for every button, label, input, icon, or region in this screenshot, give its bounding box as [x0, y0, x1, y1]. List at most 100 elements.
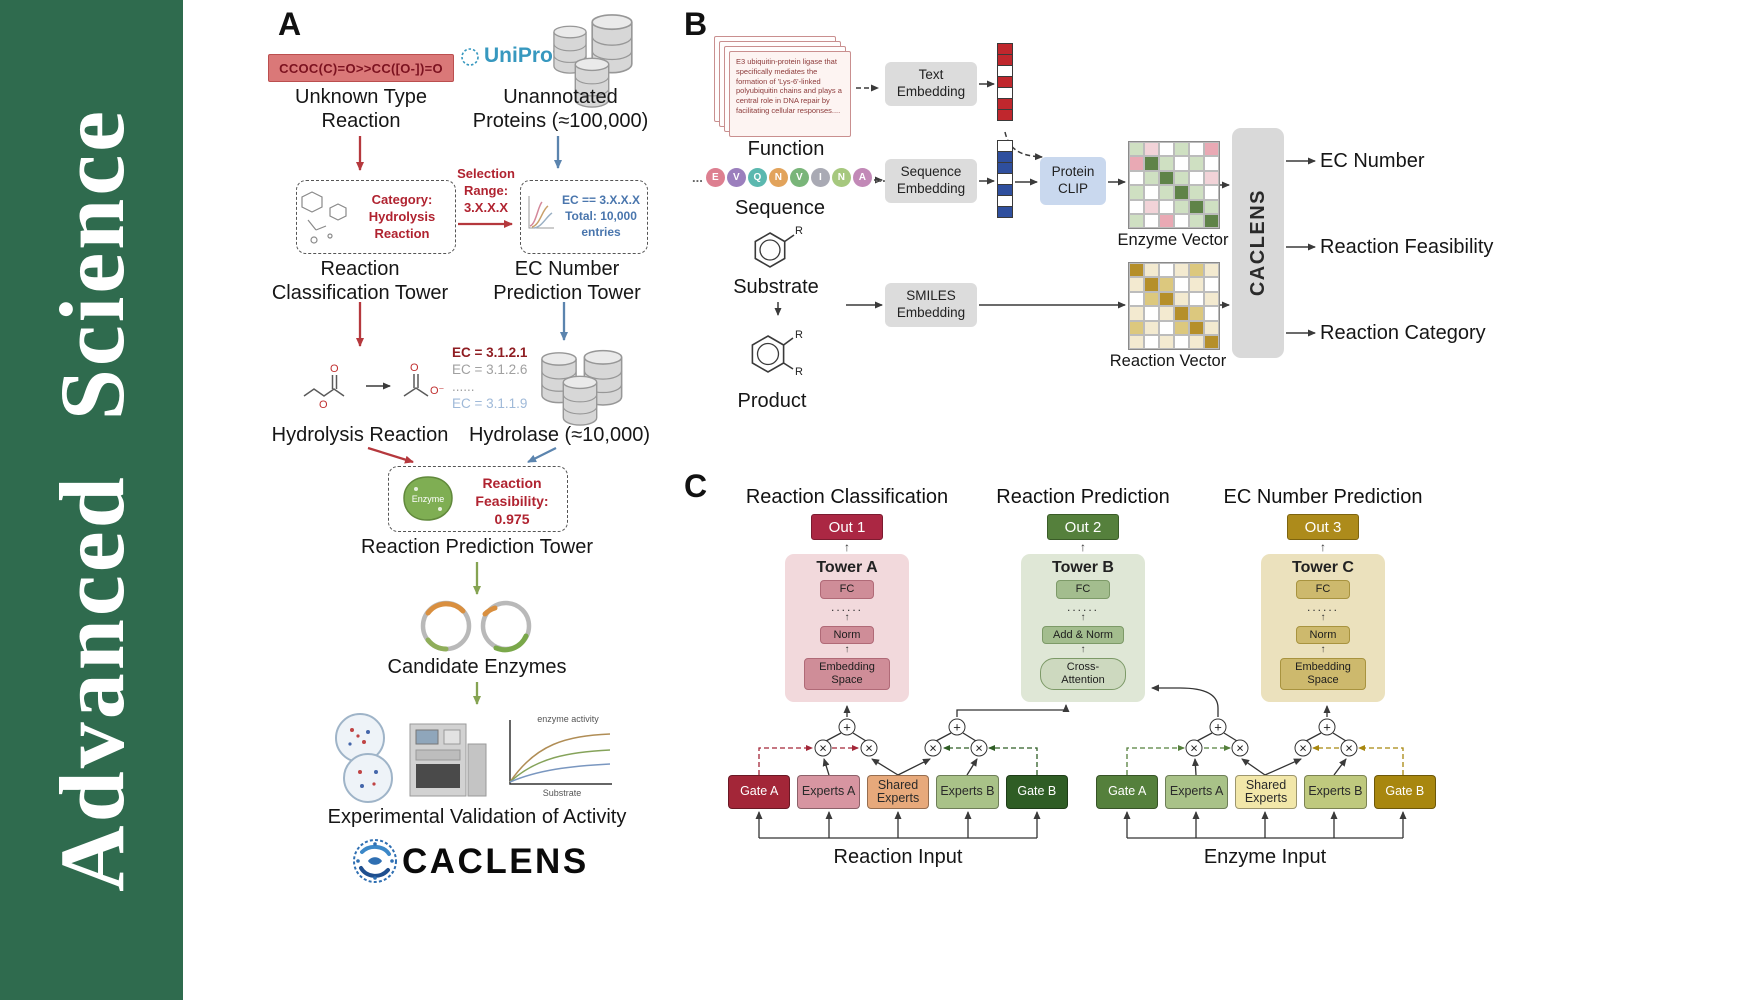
up-arrow — [1081, 613, 1086, 623]
matrix-cell — [1144, 142, 1159, 157]
reaction-input-label: Reaction Input — [833, 846, 963, 868]
product-node — [1340, 739, 1358, 757]
function-card-text: E3 ubiquitin-protein ligase that specifi… — [736, 57, 842, 115]
benzene-substrate-icon: R — [754, 225, 803, 268]
reaction-vector-label: Reaction Vector — [1109, 352, 1227, 370]
ester-molecule-icon: O O — [303, 363, 345, 411]
matrix-cell — [1204, 199, 1219, 214]
matrix-cell — [1204, 156, 1219, 171]
up-arrow — [1320, 540, 1326, 554]
petri-dish-icon — [335, 713, 393, 803]
caclens-model-box: CACLENS — [1232, 128, 1284, 358]
tower-b: Tower B FC...... Add & Norm Cross- Attentio… — [1021, 554, 1145, 702]
column-reaction-classification: Reaction Classification Out 1 Tower A FC.… — [727, 486, 967, 702]
matrix-cell — [1174, 142, 1189, 157]
matrix-cell — [1204, 320, 1219, 335]
plasmid-icon — [420, 600, 532, 653]
curves-icon — [528, 196, 554, 229]
function-card-front: E3 ubiquitin-protein ligase that specifi… — [729, 51, 851, 137]
matrix-cell — [1189, 185, 1204, 200]
product-node — [814, 739, 832, 757]
journal-title: Advanced Science — [40, 108, 143, 892]
product-node — [970, 739, 988, 757]
tower-base-box: Embedding Space — [1280, 658, 1366, 690]
matrix-cell — [1144, 320, 1159, 335]
matrix-cell — [1189, 263, 1204, 278]
moe-group-reaction: Gate A Experts A Shared Experts Experts B Ga… — [728, 775, 1069, 809]
category-box-text: Category: Hydrolysis Reaction — [368, 192, 436, 241]
enzyme-badge-label: Enzyme — [412, 494, 445, 504]
matrix-cell — [1204, 213, 1219, 229]
matrix-cell — [1189, 320, 1204, 335]
ec-list-item: EC = 3.1.1.9 — [452, 396, 528, 411]
activity-plot: enzyme activity Substrate — [509, 714, 612, 798]
matrix-cell — [1204, 170, 1219, 186]
function-cards: E3 ubiquitin-protein ligase that specifi… — [714, 36, 874, 146]
matrix-cell — [1159, 199, 1174, 214]
moe-box: Shared Experts — [866, 775, 930, 809]
matrix-cell — [1159, 156, 1174, 171]
tower-fc-box: FC — [1296, 580, 1350, 599]
moe-box: Gate B — [1005, 775, 1069, 809]
caclens-logo-icon — [353, 839, 397, 883]
unannotated-proteins-label: Unannotated Proteins (≈100,000) — [472, 86, 649, 132]
smiles-embedding-box: SMILES Embedding — [885, 283, 977, 327]
reaction-vector-matrix — [1128, 262, 1220, 351]
text-embedding-box: Text Embedding — [885, 62, 977, 106]
column-reaction-prediction: Reaction Prediction Out 2 Tower B FC.....… — [963, 486, 1203, 702]
residue-circle: Q — [747, 168, 767, 187]
tower-norm-box: Norm — [1296, 625, 1350, 645]
molecule-doodle-icon — [301, 191, 347, 244]
out-box: Out 2 — [1047, 514, 1119, 540]
caclens-outputs: EC Number Reaction Feasibility Reaction Ca… — [1320, 148, 1493, 346]
enzyme-vector-matrix — [1128, 141, 1220, 230]
matrix-cell — [1174, 320, 1189, 335]
vector-cell — [997, 206, 1013, 218]
matrix-cell — [1204, 263, 1219, 278]
matrix-cell — [1159, 306, 1174, 321]
matrix-cell — [1174, 199, 1189, 214]
matrix-cell — [1189, 156, 1204, 171]
ec-list-item: ...... — [452, 379, 475, 394]
moe-box: Gate A — [1096, 775, 1159, 809]
column-title: Reaction Prediction — [996, 486, 1170, 508]
hplc-instrument-icon — [409, 723, 487, 797]
residue-circle: N — [768, 168, 788, 187]
matrix-cell — [1174, 334, 1189, 350]
activity-plot-xlabel: Substrate — [543, 788, 582, 798]
matrix-cell — [1159, 185, 1174, 200]
moe-group-enzyme: Gate A Experts A Shared Experts Experts B Ga… — [1096, 775, 1437, 809]
matrix-cell — [1159, 334, 1174, 350]
matrix-cell — [1189, 142, 1204, 157]
matrix-cell — [1174, 277, 1189, 292]
matrix-cell — [1129, 263, 1144, 278]
caclens-brand-text: CACLENS — [402, 842, 589, 881]
validation-label: Experimental Validation of Activity — [327, 806, 627, 828]
matrix-cell — [1129, 320, 1144, 335]
vector-cell — [997, 109, 1013, 121]
matrix-cell — [1129, 185, 1144, 200]
moe-box: Shared Experts — [1234, 775, 1298, 809]
product-node — [1231, 739, 1249, 757]
text-vector — [997, 43, 1013, 121]
panel-a-label: A — [278, 6, 302, 42]
column-title: Reaction Classification — [745, 486, 949, 508]
matrix-cell — [1204, 277, 1219, 292]
moe-box: Experts B — [936, 775, 999, 809]
sum-node — [1318, 718, 1336, 736]
benzene-product-icon: R R — [751, 329, 803, 378]
matrix-cell — [1174, 263, 1189, 278]
selection-range-label: Selection Range: 3.X.X.X — [457, 166, 515, 215]
matrix-cell — [1159, 213, 1174, 229]
matrix-cell — [1159, 291, 1174, 307]
up-arrow — [1321, 645, 1326, 655]
matrix-cell — [1144, 185, 1159, 200]
matrix-cell — [1144, 277, 1159, 292]
sequence-embedding-box: Sequence Embedding — [885, 159, 977, 203]
unknown-reaction-label: Unknown Type Reaction — [295, 86, 427, 132]
moe-box: Gate A — [728, 775, 791, 809]
matrix-cell — [1189, 291, 1204, 307]
ec-tower-label: EC Number Prediction Tower — [493, 258, 641, 304]
moe-box: Experts A — [1165, 775, 1228, 809]
